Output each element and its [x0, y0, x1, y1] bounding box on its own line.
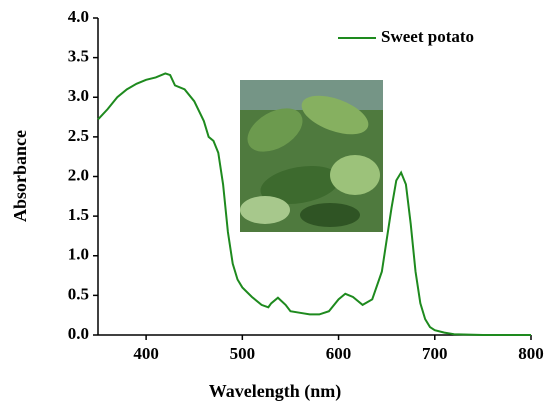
- y-axis-label: Absorbance: [10, 130, 30, 222]
- x-tick-label: 800: [518, 344, 544, 363]
- legend-label: Sweet potato: [381, 27, 474, 46]
- y-tick-label: 4.0: [68, 7, 89, 26]
- y-tick-label: 3.5: [68, 47, 89, 66]
- series-line: [97, 72, 531, 336]
- y-tick-label: 3.0: [68, 86, 89, 105]
- x-tick-label: 700: [422, 344, 448, 363]
- y-tick-label: 1.5: [68, 205, 89, 224]
- y-tick-label: 2.0: [68, 165, 89, 184]
- x-tick-label: 600: [326, 344, 352, 363]
- x-tick-label: 400: [133, 344, 159, 363]
- y-tick-label: 2.5: [68, 126, 89, 145]
- inset-photo: [240, 80, 383, 232]
- y-tick-label: 1.0: [68, 245, 89, 264]
- x-axis-label: Wavelength (nm): [209, 381, 342, 402]
- x-tick-label: 500: [230, 344, 256, 363]
- y-tick-label: 0.5: [68, 284, 89, 303]
- y-tick-label: 0.0: [68, 324, 89, 343]
